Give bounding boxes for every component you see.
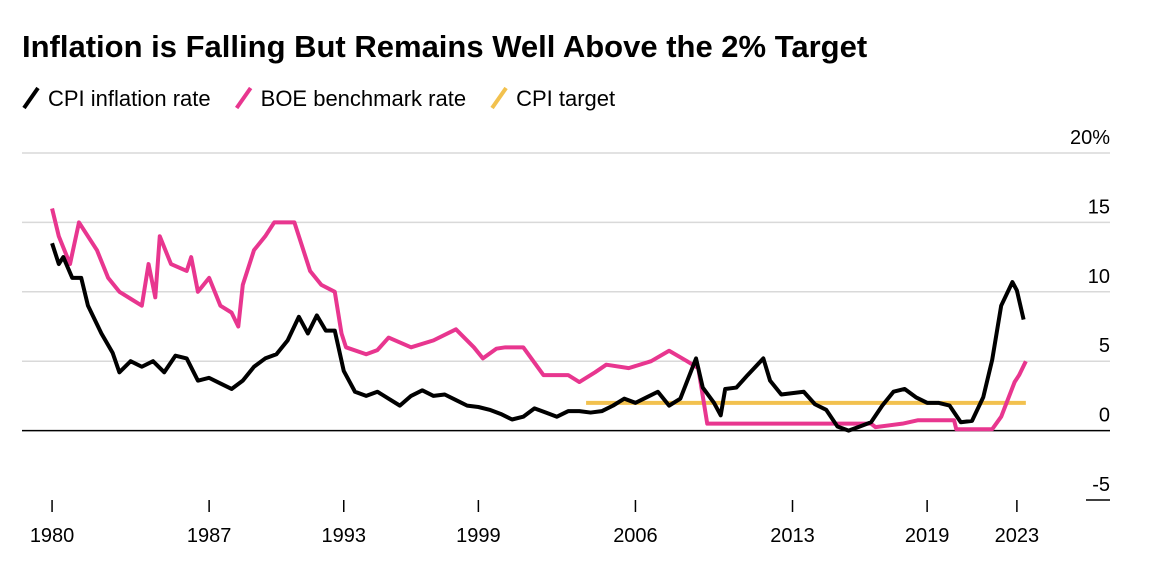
- legend-label: BOE benchmark rate: [261, 86, 466, 111]
- x-tick-label: 1993: [322, 525, 367, 547]
- series-line: [50, 242, 1026, 433]
- series-line: [50, 208, 1028, 432]
- x-tick-label: 2023: [995, 525, 1040, 547]
- y-tick-label: 10: [1088, 266, 1110, 288]
- x-tick-label: 2019: [905, 525, 950, 547]
- y-tick-label: 20%: [1070, 127, 1110, 149]
- legend-label: CPI inflation rate: [48, 86, 211, 111]
- y-tick-label: 5: [1099, 335, 1110, 357]
- x-tick-label: 1980: [30, 525, 75, 547]
- y-tick-label: 15: [1088, 196, 1110, 218]
- x-tick-label: 1999: [456, 525, 501, 547]
- x-tick-label: 2013: [770, 525, 815, 547]
- x-tick-label: 1987: [187, 525, 232, 547]
- legend-swatch: [235, 86, 253, 110]
- x-tick-label: 2006: [613, 525, 658, 547]
- y-tick-label: 0: [1099, 405, 1110, 427]
- legend-label: CPI target: [516, 86, 615, 111]
- legend-swatch: [22, 86, 40, 110]
- y-tick-label: -5: [1092, 474, 1110, 496]
- legend-swatch: [490, 86, 508, 110]
- chart-title: Inflation is Falling But Remains Well Ab…: [22, 29, 867, 64]
